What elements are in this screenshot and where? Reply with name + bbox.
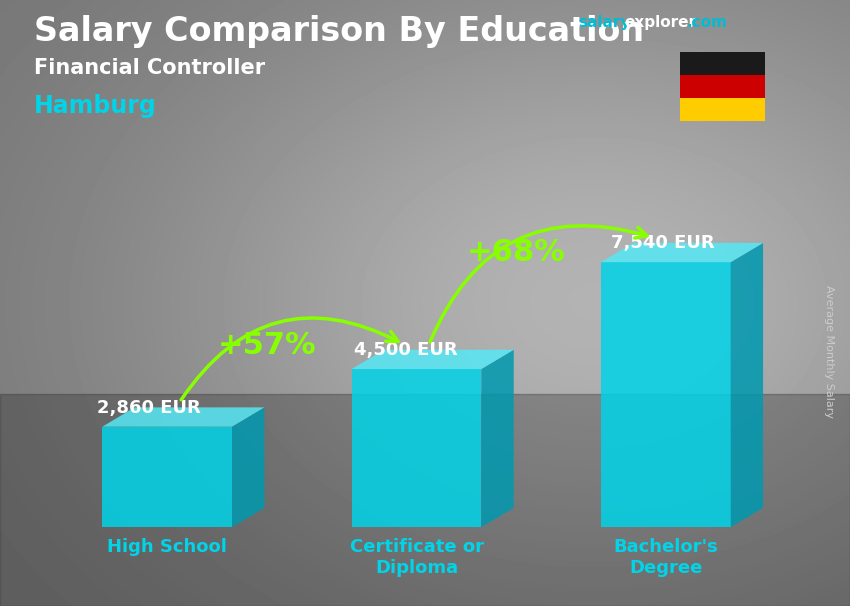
Polygon shape xyxy=(102,427,232,527)
Polygon shape xyxy=(481,350,513,527)
Text: 7,540 EUR: 7,540 EUR xyxy=(611,235,715,252)
Bar xyxy=(680,75,765,98)
Text: 4,500 EUR: 4,500 EUR xyxy=(354,341,458,359)
Text: Average Monthly Salary: Average Monthly Salary xyxy=(824,285,834,418)
Text: +68%: +68% xyxy=(467,238,565,267)
Polygon shape xyxy=(352,369,481,527)
Polygon shape xyxy=(731,243,763,527)
Bar xyxy=(680,52,765,75)
Bar xyxy=(680,98,765,121)
Text: salary: salary xyxy=(578,15,631,30)
Polygon shape xyxy=(232,407,264,527)
Text: +57%: +57% xyxy=(218,331,316,359)
Text: .com: .com xyxy=(687,15,728,30)
Polygon shape xyxy=(601,262,731,527)
Text: Hamburg: Hamburg xyxy=(34,94,156,118)
Text: explorer: explorer xyxy=(625,15,697,30)
Polygon shape xyxy=(601,243,763,262)
Polygon shape xyxy=(102,407,264,427)
Text: 2,860 EUR: 2,860 EUR xyxy=(98,399,201,417)
Text: Salary Comparison By Education: Salary Comparison By Education xyxy=(34,15,644,48)
Text: Financial Controller: Financial Controller xyxy=(34,58,265,78)
Polygon shape xyxy=(352,350,513,369)
